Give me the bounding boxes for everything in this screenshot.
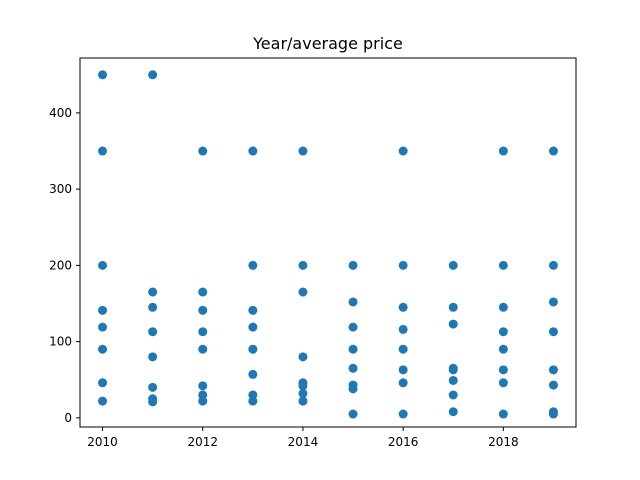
y-tick-label: 400	[49, 106, 72, 120]
y-tick-label: 300	[49, 182, 72, 196]
data-point	[548, 365, 558, 375]
data-point	[448, 363, 458, 373]
data-point	[148, 352, 158, 362]
data-point	[498, 146, 508, 156]
data-point	[498, 260, 508, 270]
data-point	[498, 378, 508, 388]
data-point	[298, 260, 308, 270]
data-point	[298, 378, 308, 388]
data-point	[98, 322, 108, 332]
data-point	[448, 390, 458, 400]
data-point	[398, 344, 408, 354]
data-point	[98, 396, 108, 406]
data-point	[98, 378, 108, 388]
chart-title: Year/average price	[252, 34, 403, 53]
data-point	[398, 378, 408, 388]
y-tick-label: 0	[64, 411, 72, 425]
data-point	[98, 344, 108, 354]
data-point	[448, 375, 458, 385]
data-point	[348, 409, 358, 419]
data-point	[98, 305, 108, 315]
data-point	[448, 407, 458, 417]
data-point	[398, 324, 408, 334]
data-point	[548, 260, 558, 270]
data-point	[398, 365, 408, 375]
x-tick-label: 2010	[87, 435, 118, 449]
data-point	[448, 319, 458, 329]
data-point	[148, 70, 158, 80]
data-point	[498, 409, 508, 419]
data-point	[248, 305, 258, 315]
data-point	[148, 382, 158, 392]
data-point	[448, 302, 458, 312]
data-point	[398, 302, 408, 312]
data-point	[498, 327, 508, 337]
data-point	[248, 344, 258, 354]
data-point	[98, 70, 108, 80]
data-point	[198, 327, 208, 337]
data-point	[398, 409, 408, 419]
data-point	[348, 260, 358, 270]
data-point	[348, 363, 358, 373]
data-point	[248, 390, 258, 400]
data-point	[198, 146, 208, 156]
data-point	[348, 344, 358, 354]
data-point	[548, 407, 558, 417]
y-tick-label: 100	[49, 335, 72, 349]
data-point	[148, 302, 158, 312]
data-point	[498, 344, 508, 354]
x-tick-label: 2012	[187, 435, 218, 449]
data-point	[548, 327, 558, 337]
data-point	[398, 146, 408, 156]
data-point	[298, 396, 308, 406]
data-point	[198, 344, 208, 354]
x-tick-label: 2016	[388, 435, 419, 449]
y-tick-label: 200	[49, 258, 72, 272]
data-point	[148, 327, 158, 337]
data-point	[198, 381, 208, 391]
data-point	[298, 388, 308, 398]
data-point	[498, 302, 508, 312]
data-point	[498, 365, 508, 375]
data-point	[148, 287, 158, 297]
data-point	[98, 146, 108, 156]
data-point	[98, 260, 108, 270]
data-point	[198, 287, 208, 297]
data-point	[198, 305, 208, 315]
data-point	[348, 380, 358, 390]
data-point	[198, 390, 208, 400]
x-tick-label: 2018	[488, 435, 519, 449]
data-point	[248, 260, 258, 270]
data-point	[548, 146, 558, 156]
data-point	[248, 322, 258, 332]
data-point	[348, 322, 358, 332]
plot-area-frame	[79, 57, 577, 428]
data-point	[148, 394, 158, 404]
data-point	[248, 369, 258, 379]
data-point	[298, 352, 308, 362]
data-point	[298, 146, 308, 156]
data-point	[548, 380, 558, 390]
data-point	[248, 146, 258, 156]
data-point	[448, 260, 458, 270]
data-points	[98, 70, 558, 419]
x-tick-label: 2014	[288, 435, 319, 449]
axis-ticks: 2010 2012 2014 2016 2018 0 100 200 300 400	[49, 106, 519, 449]
data-point	[298, 287, 308, 297]
data-point	[548, 297, 558, 307]
data-point	[398, 260, 408, 270]
data-point	[348, 297, 358, 307]
